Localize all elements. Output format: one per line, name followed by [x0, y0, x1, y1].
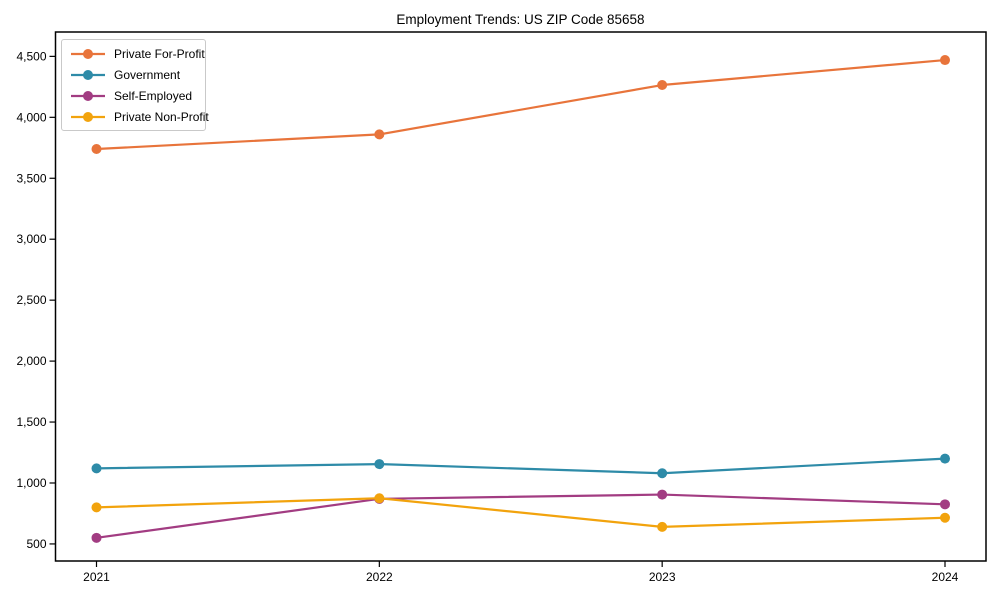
y-tick-label: 3,000 [16, 232, 46, 246]
legend-line-marker-icon [71, 90, 105, 101]
legend-entry-private-for-profit: Private For-Profit [68, 43, 205, 64]
data-point-self-employed [940, 499, 950, 510]
data-point-private-non-profit [91, 502, 102, 513]
data-point-government [374, 459, 385, 470]
legend-label: Government [114, 67, 181, 82]
data-point-private-for-profit [374, 129, 385, 140]
data-point-self-employed [657, 489, 668, 500]
chart-title: Employment Trends: US ZIP Code 85658 [396, 12, 645, 27]
data-point-private-for-profit [91, 144, 102, 155]
x-tick-label: 2021 [83, 570, 110, 584]
legend-label: Self-Employed [114, 88, 193, 103]
line-series-government [95, 457, 947, 475]
data-point-private-for-profit [657, 80, 668, 91]
data-point-government [657, 468, 668, 479]
legend-entry-government: Government [68, 64, 199, 85]
x-tick-label: 2023 [649, 570, 676, 584]
legend-line-marker-icon [71, 48, 105, 59]
x-tick-label: 2024 [932, 570, 959, 584]
line-series-self-employed [95, 493, 947, 539]
y-tick-label: 1,500 [16, 415, 46, 429]
line-series-private-for-profit [95, 58, 947, 151]
plot-frame [54, 31, 987, 562]
data-point-private-for-profit [940, 55, 950, 66]
data-point-government [91, 463, 102, 474]
y-tick-label: 4,000 [16, 110, 46, 124]
line-series-private-non-profit [95, 497, 947, 528]
data-point-government [940, 453, 950, 464]
y-tick-label: 2,000 [16, 354, 46, 368]
y-tick-label: 500 [26, 537, 46, 551]
data-point-private-non-profit [657, 521, 668, 532]
y-tick-label: 2,500 [16, 293, 46, 307]
legend-entry-self-employed: Self-Employed [68, 85, 199, 106]
data-point-self-employed [91, 532, 102, 543]
legend: Private For-Profit Government Self-Employe… [61, 39, 209, 131]
data-point-private-non-profit [374, 493, 385, 504]
legend-entry-private-non-profit: Private Non-Profit [68, 106, 209, 127]
x-tick-label: 2022 [366, 570, 393, 584]
legend-line-marker-icon [71, 111, 105, 122]
y-tick-label: 4,500 [16, 49, 46, 63]
y-tick-label: 3,500 [16, 171, 46, 185]
legend-label: Private Non-Profit [114, 109, 209, 124]
y-tick-label: 1,000 [16, 476, 46, 490]
legend-line-marker-icon [71, 69, 105, 80]
data-point-private-non-profit [940, 512, 950, 523]
legend-label: Private For-Profit [114, 46, 205, 61]
